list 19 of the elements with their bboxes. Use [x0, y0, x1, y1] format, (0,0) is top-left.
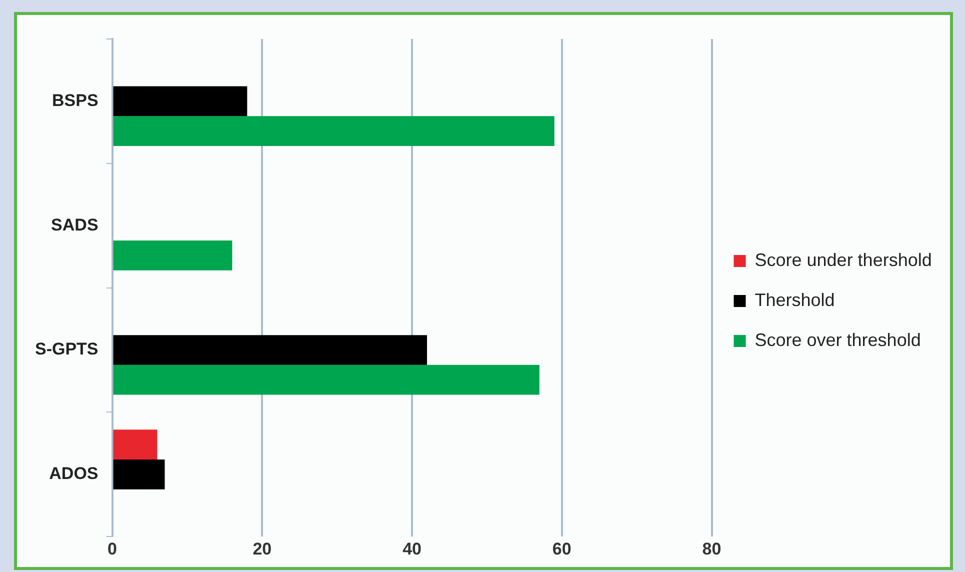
x-tick-label: 60	[552, 539, 572, 558]
bar	[113, 364, 540, 395]
legend-label: Score over threshold	[754, 330, 921, 350]
y-tick-label: ADOS	[49, 464, 98, 484]
bar	[113, 459, 165, 490]
x-tick-label: 40	[402, 539, 422, 558]
bar	[113, 240, 232, 270]
bar	[113, 86, 248, 116]
x-tick-label: 20	[252, 539, 272, 558]
legend-label: Thershold	[754, 290, 835, 310]
legend-label: Score under thershold	[754, 250, 932, 270]
x-tick-label: 80	[702, 539, 722, 558]
x-tick-label: 0	[108, 539, 118, 558]
y-tick-label: SADS	[51, 215, 98, 234]
y-tick-label: BSPS	[52, 90, 98, 110]
bar	[113, 335, 428, 365]
bar	[113, 116, 554, 146]
y-tick-label: S-GPTS	[34, 340, 98, 359]
bar	[113, 430, 158, 460]
